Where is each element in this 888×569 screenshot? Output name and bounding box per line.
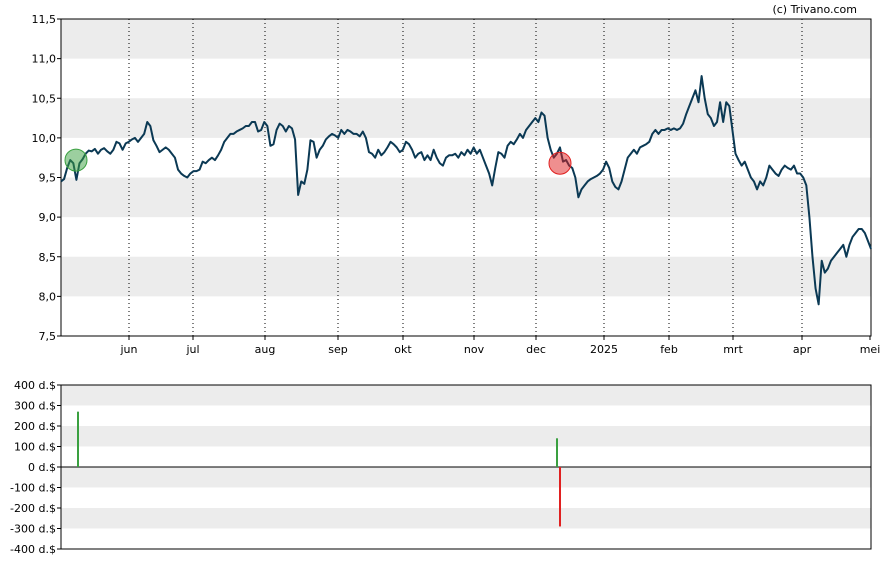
y-tick-label: 11,5 [32, 13, 57, 26]
y-tick-label: 9,0 [39, 211, 57, 224]
y-tick-label: 400 d.$ [14, 379, 56, 392]
x-tick-label: feb [660, 343, 678, 356]
copyright-text: (c) Trivano.com [772, 3, 857, 16]
x-tick-label: jun [120, 343, 138, 356]
y-tick-label: 7,5 [39, 330, 57, 343]
buy-marker [64, 148, 88, 172]
x-tick-label: mei [860, 343, 881, 356]
y-tick-label: 8,0 [39, 290, 57, 303]
x-tick-label: apr [793, 343, 812, 356]
x-tick-label: dec [526, 343, 546, 356]
x-tick-label: nov [464, 343, 485, 356]
x-tick-label: jul [185, 343, 199, 356]
y-tick-label: 100 d.$ [14, 441, 56, 454]
y-tick-label: 8,5 [39, 251, 57, 264]
x-tick-label: sep [328, 343, 347, 356]
y-tick-label: 9,5 [39, 172, 57, 185]
y-tick-label: 200 d.$ [14, 420, 56, 433]
plot-frame [60, 18, 872, 337]
price-chart-panel: 7,5 8,0 8,5 9,0 9,5 10,0 10,5 11,0 11,5 jun jul aug… [32, 13, 881, 356]
y-tick-label: 10,5 [32, 92, 57, 105]
y-tick-label: -100 d.$ [10, 482, 56, 495]
grid-band [61, 467, 871, 488]
y-tick-label: 11,0 [32, 53, 57, 66]
plot-frame [60, 384, 872, 550]
sell-marker [548, 151, 572, 175]
x-tick-label: 2025 [590, 343, 618, 356]
y-tick-label: -200 d.$ [10, 502, 56, 515]
y-tick-label: 10,0 [32, 132, 57, 145]
grid-band [61, 256, 871, 297]
x-tick-label: okt [394, 343, 412, 356]
x-tick-label: mrt [723, 343, 743, 356]
price-line [60, 75, 872, 306]
y-tick-label: -300 d.$ [10, 523, 56, 536]
grid-band [61, 508, 871, 529]
grid-band [61, 385, 871, 406]
grid-band [61, 98, 871, 138]
grid-band [61, 177, 871, 218]
y-tick-label: 0 d.$ [28, 461, 56, 474]
y-tick-label: 300 d.$ [14, 400, 56, 413]
transactions-chart-panel: 400 d.$ 300 d.$ 200 d.$ 100 d.$ 0 d.$ -100 d.… [10, 379, 872, 556]
grid-band [61, 19, 871, 59]
grid-band [61, 426, 871, 447]
y-tick-label: -400 d.$ [10, 543, 56, 556]
x-tick-label: aug [255, 343, 276, 356]
